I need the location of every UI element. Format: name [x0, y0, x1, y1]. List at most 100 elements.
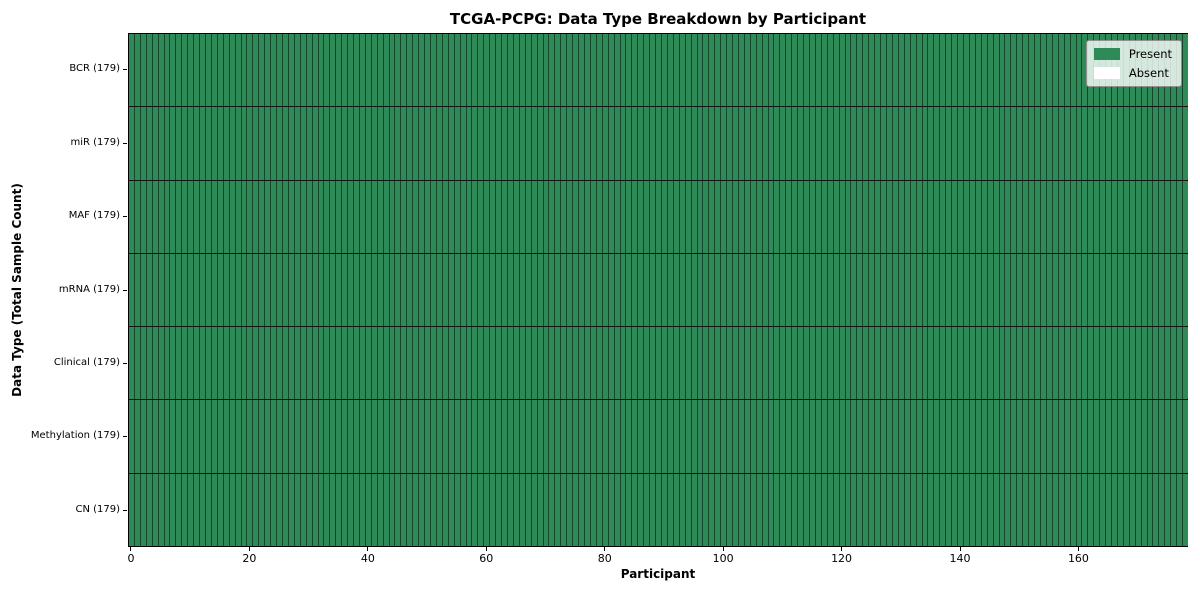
- heatmap-cell: [632, 400, 639, 473]
- heatmap-cell: [140, 473, 147, 546]
- heatmap-cell: [1076, 473, 1083, 546]
- heatmap-cell: [963, 180, 970, 253]
- heatmap-cell: [904, 180, 911, 253]
- heatmap-cell: [306, 473, 313, 546]
- heatmap-cell: [727, 327, 734, 400]
- heatmap-cell: [733, 180, 739, 253]
- heatmap-cell: [958, 327, 964, 400]
- heatmap-cell: [815, 400, 822, 473]
- heatmap-cell: [496, 34, 503, 107]
- heatmap-cell: [235, 253, 242, 327]
- heatmap-cell: [537, 107, 544, 180]
- heatmap-cell: [211, 107, 218, 180]
- heatmap-cell: [798, 180, 805, 253]
- heatmap-cell: [1017, 400, 1024, 473]
- heatmap-cell: [744, 400, 751, 473]
- heatmap-cell: [981, 180, 988, 253]
- heatmap-cell: [1088, 400, 1095, 473]
- heatmap-cell: [371, 107, 378, 180]
- heatmap-cell: [466, 327, 473, 400]
- heatmap-cell: [502, 180, 508, 253]
- heatmap-cell: [620, 180, 627, 253]
- heatmap-cell: [1052, 473, 1059, 546]
- heatmap-cell: [1082, 180, 1089, 253]
- heatmap-cell: [282, 253, 289, 327]
- heatmap-cell: [1141, 327, 1148, 400]
- heatmap-cell: [792, 107, 799, 180]
- heatmap-cell: [691, 107, 698, 180]
- x-tick-label: 120: [831, 552, 853, 565]
- heatmap-cell: [910, 400, 917, 473]
- heatmap-cell: [898, 327, 905, 400]
- y-tick-mark: [123, 509, 127, 511]
- heatmap-cell: [981, 473, 988, 546]
- heatmap-cell: [1117, 107, 1124, 180]
- heatmap-cell: [436, 400, 443, 473]
- y-tick-mark: [123, 436, 127, 438]
- heatmap-cell: [1011, 327, 1018, 400]
- heatmap-cell: [881, 473, 887, 546]
- heatmap-cell: [632, 107, 639, 180]
- heatmap-cell: [146, 473, 153, 546]
- heatmap-cell: [946, 107, 953, 180]
- heatmap-cell: [259, 253, 266, 327]
- heatmap-cell: [247, 253, 254, 327]
- heatmap-cell: [1147, 327, 1154, 400]
- heatmap-cell: [898, 107, 905, 180]
- heatmap-cell: [596, 400, 603, 473]
- heatmap-cell: [963, 400, 970, 473]
- heatmap-cell: [697, 327, 704, 400]
- legend-label-absent: Absent: [1128, 66, 1169, 80]
- heatmap-cell: [999, 107, 1006, 180]
- heatmap-cell: [892, 180, 899, 253]
- heatmap-cell: [833, 180, 840, 253]
- heatmap-cell: [1094, 327, 1101, 400]
- heatmap-cell: [590, 327, 597, 400]
- heatmap-cell: [460, 473, 467, 546]
- heatmap-cell: [602, 180, 609, 253]
- heatmap-cell: [371, 327, 378, 400]
- heatmap-cell: [857, 107, 864, 180]
- heatmap-cell: [827, 107, 834, 180]
- heatmap-cell: [217, 253, 224, 327]
- heatmap-cell: [466, 107, 473, 180]
- heatmap-cell: [129, 180, 135, 253]
- x-tick-mark: [604, 547, 606, 551]
- heatmap-cell: [182, 107, 189, 180]
- heatmap-cell: [999, 253, 1006, 327]
- heatmap-cell: [590, 400, 597, 473]
- heatmap-cell: [851, 107, 858, 180]
- heatmap-cell: [1076, 327, 1083, 400]
- heatmap-cell: [205, 180, 212, 253]
- heatmap-cell: [810, 34, 816, 107]
- heatmap-cell: [922, 180, 929, 253]
- heatmap-cell: [851, 34, 858, 107]
- heatmap-cell: [513, 180, 520, 253]
- heatmap-cell: [454, 473, 461, 546]
- heatmap-cell: [946, 473, 953, 546]
- heatmap-cell: [928, 253, 935, 327]
- heatmap-cell: [596, 253, 603, 327]
- heatmap-cell: [170, 180, 177, 253]
- heatmap-cell: [383, 253, 390, 327]
- heatmap-cell: [134, 107, 141, 180]
- heatmap-cell: [656, 34, 662, 107]
- heatmap-cell: [478, 253, 485, 327]
- heatmap-cell: [928, 107, 935, 180]
- heatmap-cell: [1094, 473, 1101, 546]
- heatmap-cell: [525, 400, 532, 473]
- heatmap-cell: [306, 107, 313, 180]
- x-tick-mark: [959, 547, 961, 551]
- heatmap-cell: [727, 34, 734, 107]
- heatmap-cell: [579, 327, 585, 400]
- heatmap-cell: [129, 107, 135, 180]
- heatmap-cell: [490, 253, 497, 327]
- heatmap-cell: [626, 327, 633, 400]
- heatmap-cell: [170, 34, 177, 107]
- heatmap-cell: [217, 107, 224, 180]
- heatmap-cell: [845, 400, 852, 473]
- heatmap-cell: [673, 253, 680, 327]
- heatmap-cell: [993, 400, 1000, 473]
- heatmap-cell: [1017, 107, 1024, 180]
- heatmap-cell: [419, 107, 426, 180]
